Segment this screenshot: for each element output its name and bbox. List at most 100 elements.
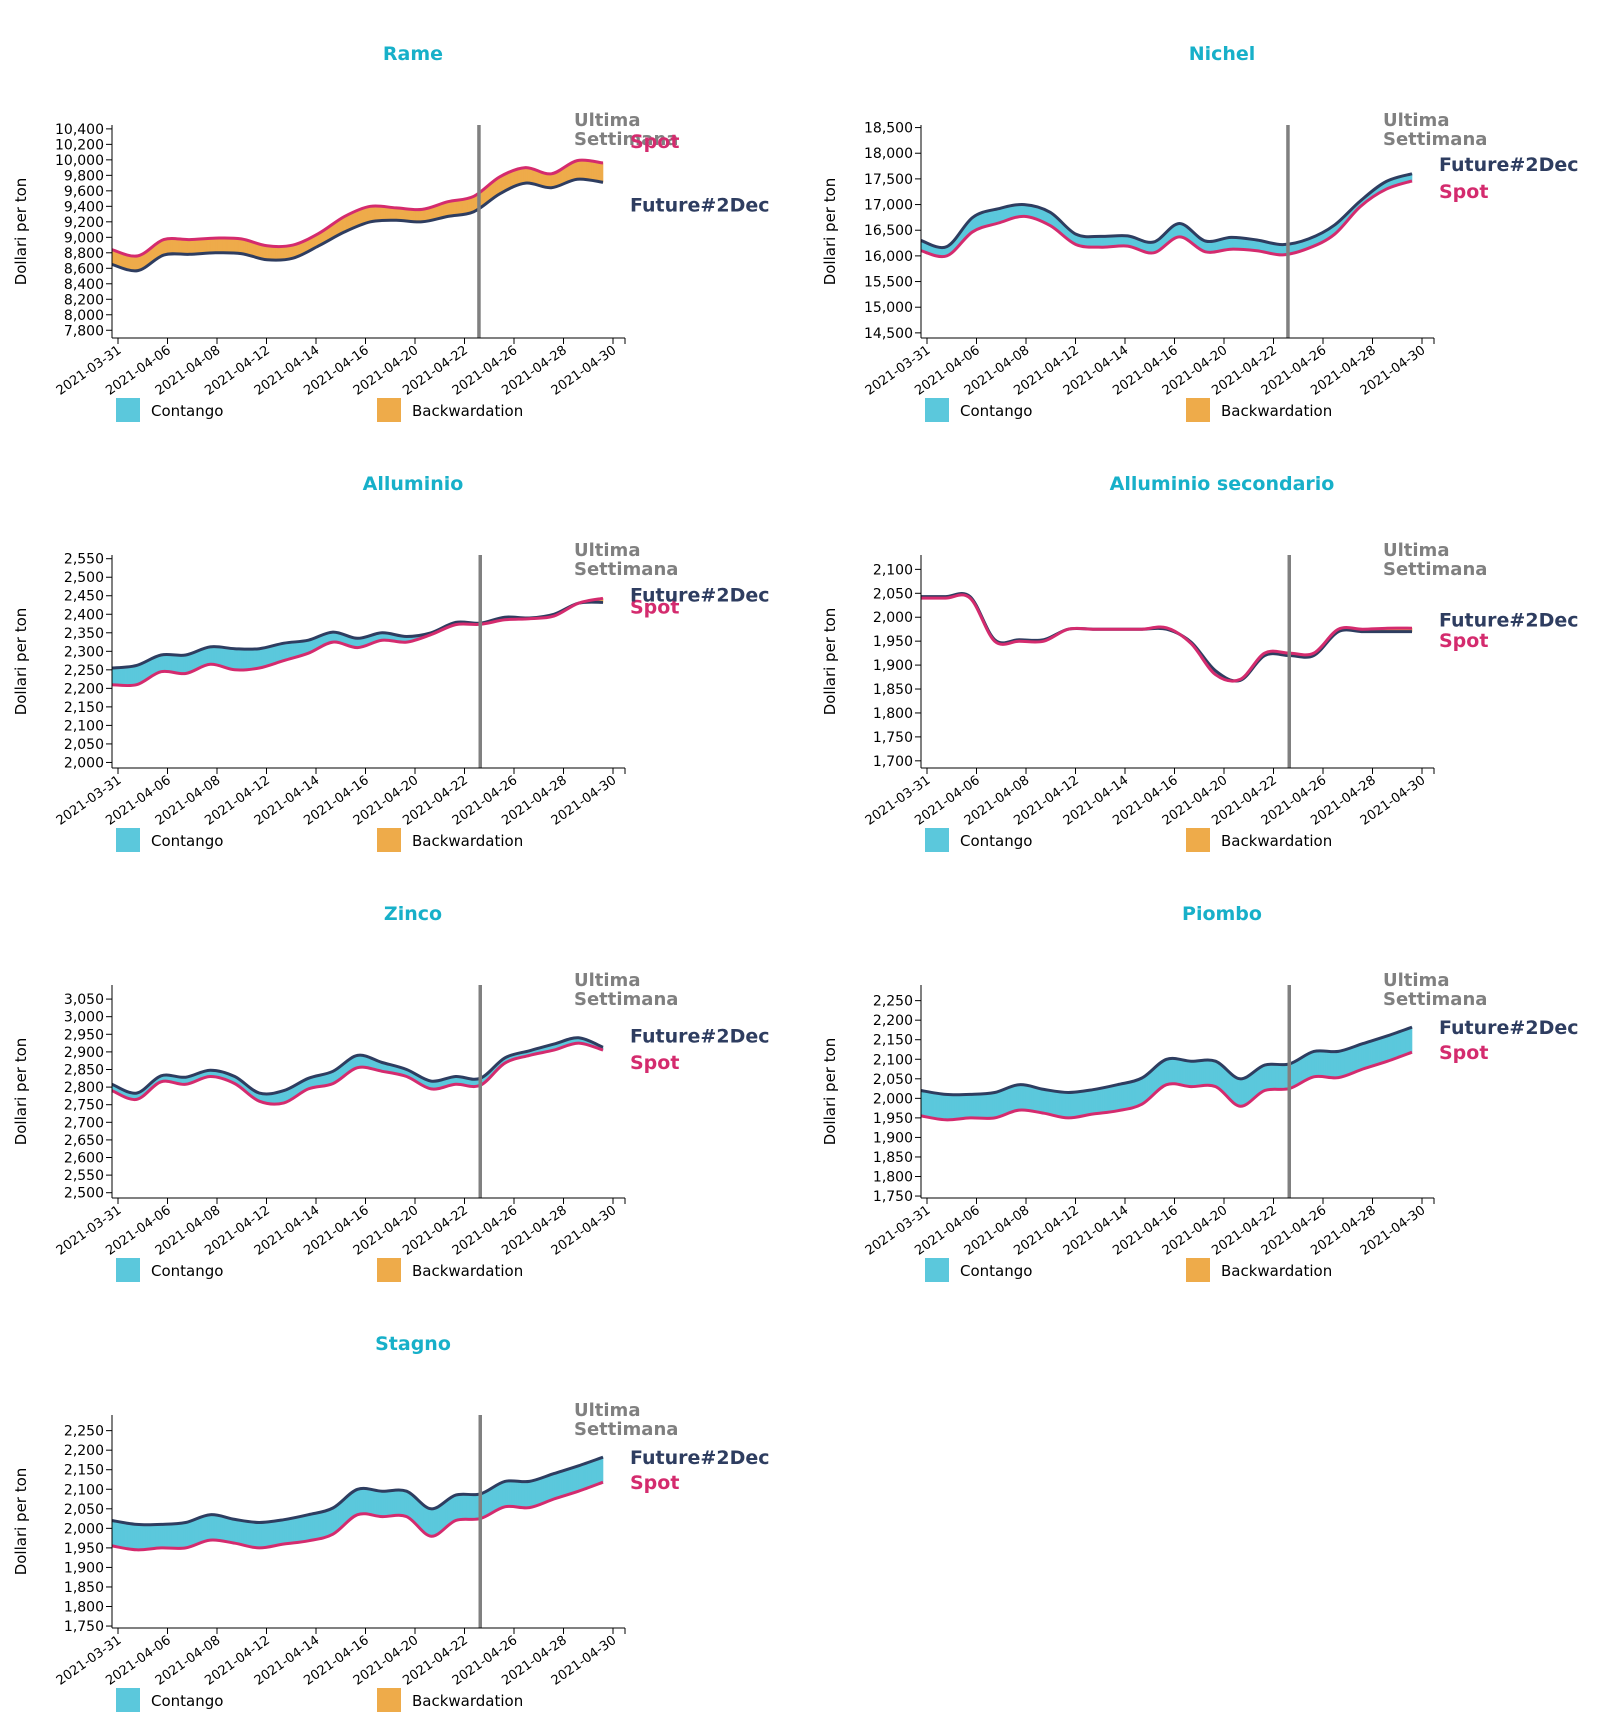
- contango-band-segment: [1400, 1029, 1404, 1057]
- contango-band-segment: [162, 1523, 166, 1549]
- contango-band-segment: [209, 646, 213, 665]
- contango-band-segment: [207, 646, 211, 665]
- contango-band-segment: [1043, 1088, 1047, 1114]
- spot-line: [921, 593, 1413, 683]
- contango-band-segment: [222, 646, 225, 668]
- contango-band-segment: [173, 1523, 176, 1549]
- contango-band-segment: [1024, 204, 1027, 217]
- y-tick-label: 1,950: [64, 1541, 104, 1557]
- y-tick-label: 15,000: [864, 300, 913, 316]
- y-tick-label: 1,950: [873, 634, 913, 650]
- chart-title: Alluminio secondario: [1110, 473, 1335, 495]
- contango-band-segment: [492, 1485, 495, 1514]
- contango-band-segment: [1241, 1077, 1245, 1107]
- contango-band-segment: [1166, 1058, 1169, 1086]
- contango-band-segment: [263, 1521, 266, 1549]
- contango-band-segment: [1233, 1075, 1237, 1106]
- contango-band-segment: [250, 648, 254, 670]
- backwardation-band-segment: [531, 168, 535, 185]
- contango-band-segment: [1360, 1043, 1364, 1071]
- contango-band-segment: [1319, 1050, 1323, 1077]
- y-tick-label: 2,900: [64, 1045, 104, 1061]
- contango-band-segment: [177, 1523, 180, 1549]
- future-series-label: Future#2Dec: [1439, 1017, 1579, 1039]
- y-tick-label: 1,700: [873, 754, 913, 770]
- contango-band-segment: [246, 1521, 250, 1547]
- contango-band-segment: [330, 1507, 334, 1536]
- backwardation-band-segment: [546, 173, 550, 189]
- backwardation-band-segment: [230, 237, 233, 254]
- contango-band-segment: [131, 1523, 135, 1551]
- contango-band-segment: [1055, 1091, 1059, 1117]
- contango-band-segment: [447, 1497, 450, 1527]
- contango-band-segment: [529, 1480, 532, 1508]
- backwardation-band-segment: [247, 239, 251, 256]
- contango-band-segment: [289, 1517, 293, 1544]
- y-tick-label: 2,050: [873, 1072, 913, 1088]
- contango-band-segment: [443, 1500, 446, 1531]
- contango-band-segment: [1313, 1050, 1317, 1078]
- contango-band-segment: [1170, 1058, 1173, 1085]
- contango-band-segment: [594, 1459, 597, 1486]
- contango-band-segment: [975, 1093, 979, 1119]
- future-series-label: Future#2Dec: [630, 584, 770, 606]
- contango-band-segment: [929, 1091, 933, 1119]
- backwardation-legend-swatch: [1186, 828, 1210, 852]
- contango-band-segment: [207, 1514, 211, 1541]
- contango-band-segment: [463, 1493, 467, 1520]
- contango-band-segment: [1198, 1060, 1202, 1087]
- backwardation-band-segment: [540, 171, 544, 187]
- backwardation-band-segment: [182, 239, 186, 255]
- contango-band-segment: [936, 1092, 940, 1120]
- y-tick-label: 8,400: [64, 277, 104, 293]
- contango-legend-label: Contango: [151, 402, 223, 420]
- contango-band-segment: [422, 1503, 426, 1534]
- y-axis-label: Dollari per ton: [12, 1468, 30, 1576]
- contango-band-segment: [404, 1490, 407, 1518]
- backwardation-band-segment: [225, 237, 229, 254]
- backwardation-band-segment: [387, 206, 391, 221]
- future-series-label: Future#2Dec: [1439, 154, 1579, 176]
- contango-band-segment: [1117, 1083, 1120, 1112]
- contango-band-segment: [1225, 1068, 1229, 1099]
- contango-band-segment: [467, 1494, 471, 1520]
- contango-band-segment: [1270, 1063, 1274, 1090]
- contango-band-segment: [1276, 1064, 1280, 1090]
- contango-band-segment: [1123, 1082, 1126, 1111]
- contango-band-segment: [424, 1505, 428, 1536]
- contango-band-segment: [584, 1462, 588, 1490]
- backwardation-band-segment: [581, 159, 585, 180]
- backwardation-band-segment: [219, 237, 223, 254]
- y-axis-label: Dollari per ton: [821, 608, 839, 716]
- contango-band-segment: [1295, 1059, 1298, 1087]
- y-tick-label: 1,850: [873, 682, 913, 698]
- backwardation-band-segment: [163, 238, 167, 256]
- contango-band-segment: [1017, 204, 1021, 218]
- backwardation-band-segment: [206, 238, 210, 254]
- contango-band-segment: [258, 648, 262, 669]
- contango-band-segment: [1221, 1064, 1225, 1094]
- backwardation-band-segment: [451, 200, 455, 217]
- contango-band-segment: [201, 1515, 205, 1543]
- contango-band-segment: [168, 654, 172, 673]
- contango-band-segment: [430, 1508, 434, 1537]
- contango-band-segment: [166, 1523, 170, 1549]
- contango-band-segment: [277, 643, 281, 663]
- contango-band-segment: [451, 1495, 454, 1524]
- contango-band-segment: [312, 1513, 315, 1541]
- contango-band-segment: [533, 1479, 536, 1508]
- contango-band-segment: [1047, 1089, 1051, 1115]
- contango-band-segment: [1278, 1064, 1282, 1090]
- contango-band-segment: [1153, 1065, 1157, 1095]
- contango-band-segment: [569, 1467, 573, 1495]
- contango-band-segment: [1391, 1033, 1395, 1061]
- contango-legend-label: Contango: [151, 1692, 223, 1710]
- contango-band-segment: [486, 1489, 489, 1517]
- backwardation-band-segment: [221, 237, 225, 254]
- contango-band-segment: [1309, 1051, 1313, 1079]
- spread-bands: [111, 1456, 604, 1551]
- contango-band-segment: [1192, 1060, 1196, 1087]
- contango-band-segment: [1061, 1091, 1065, 1118]
- contango-band-segment: [1227, 1070, 1231, 1101]
